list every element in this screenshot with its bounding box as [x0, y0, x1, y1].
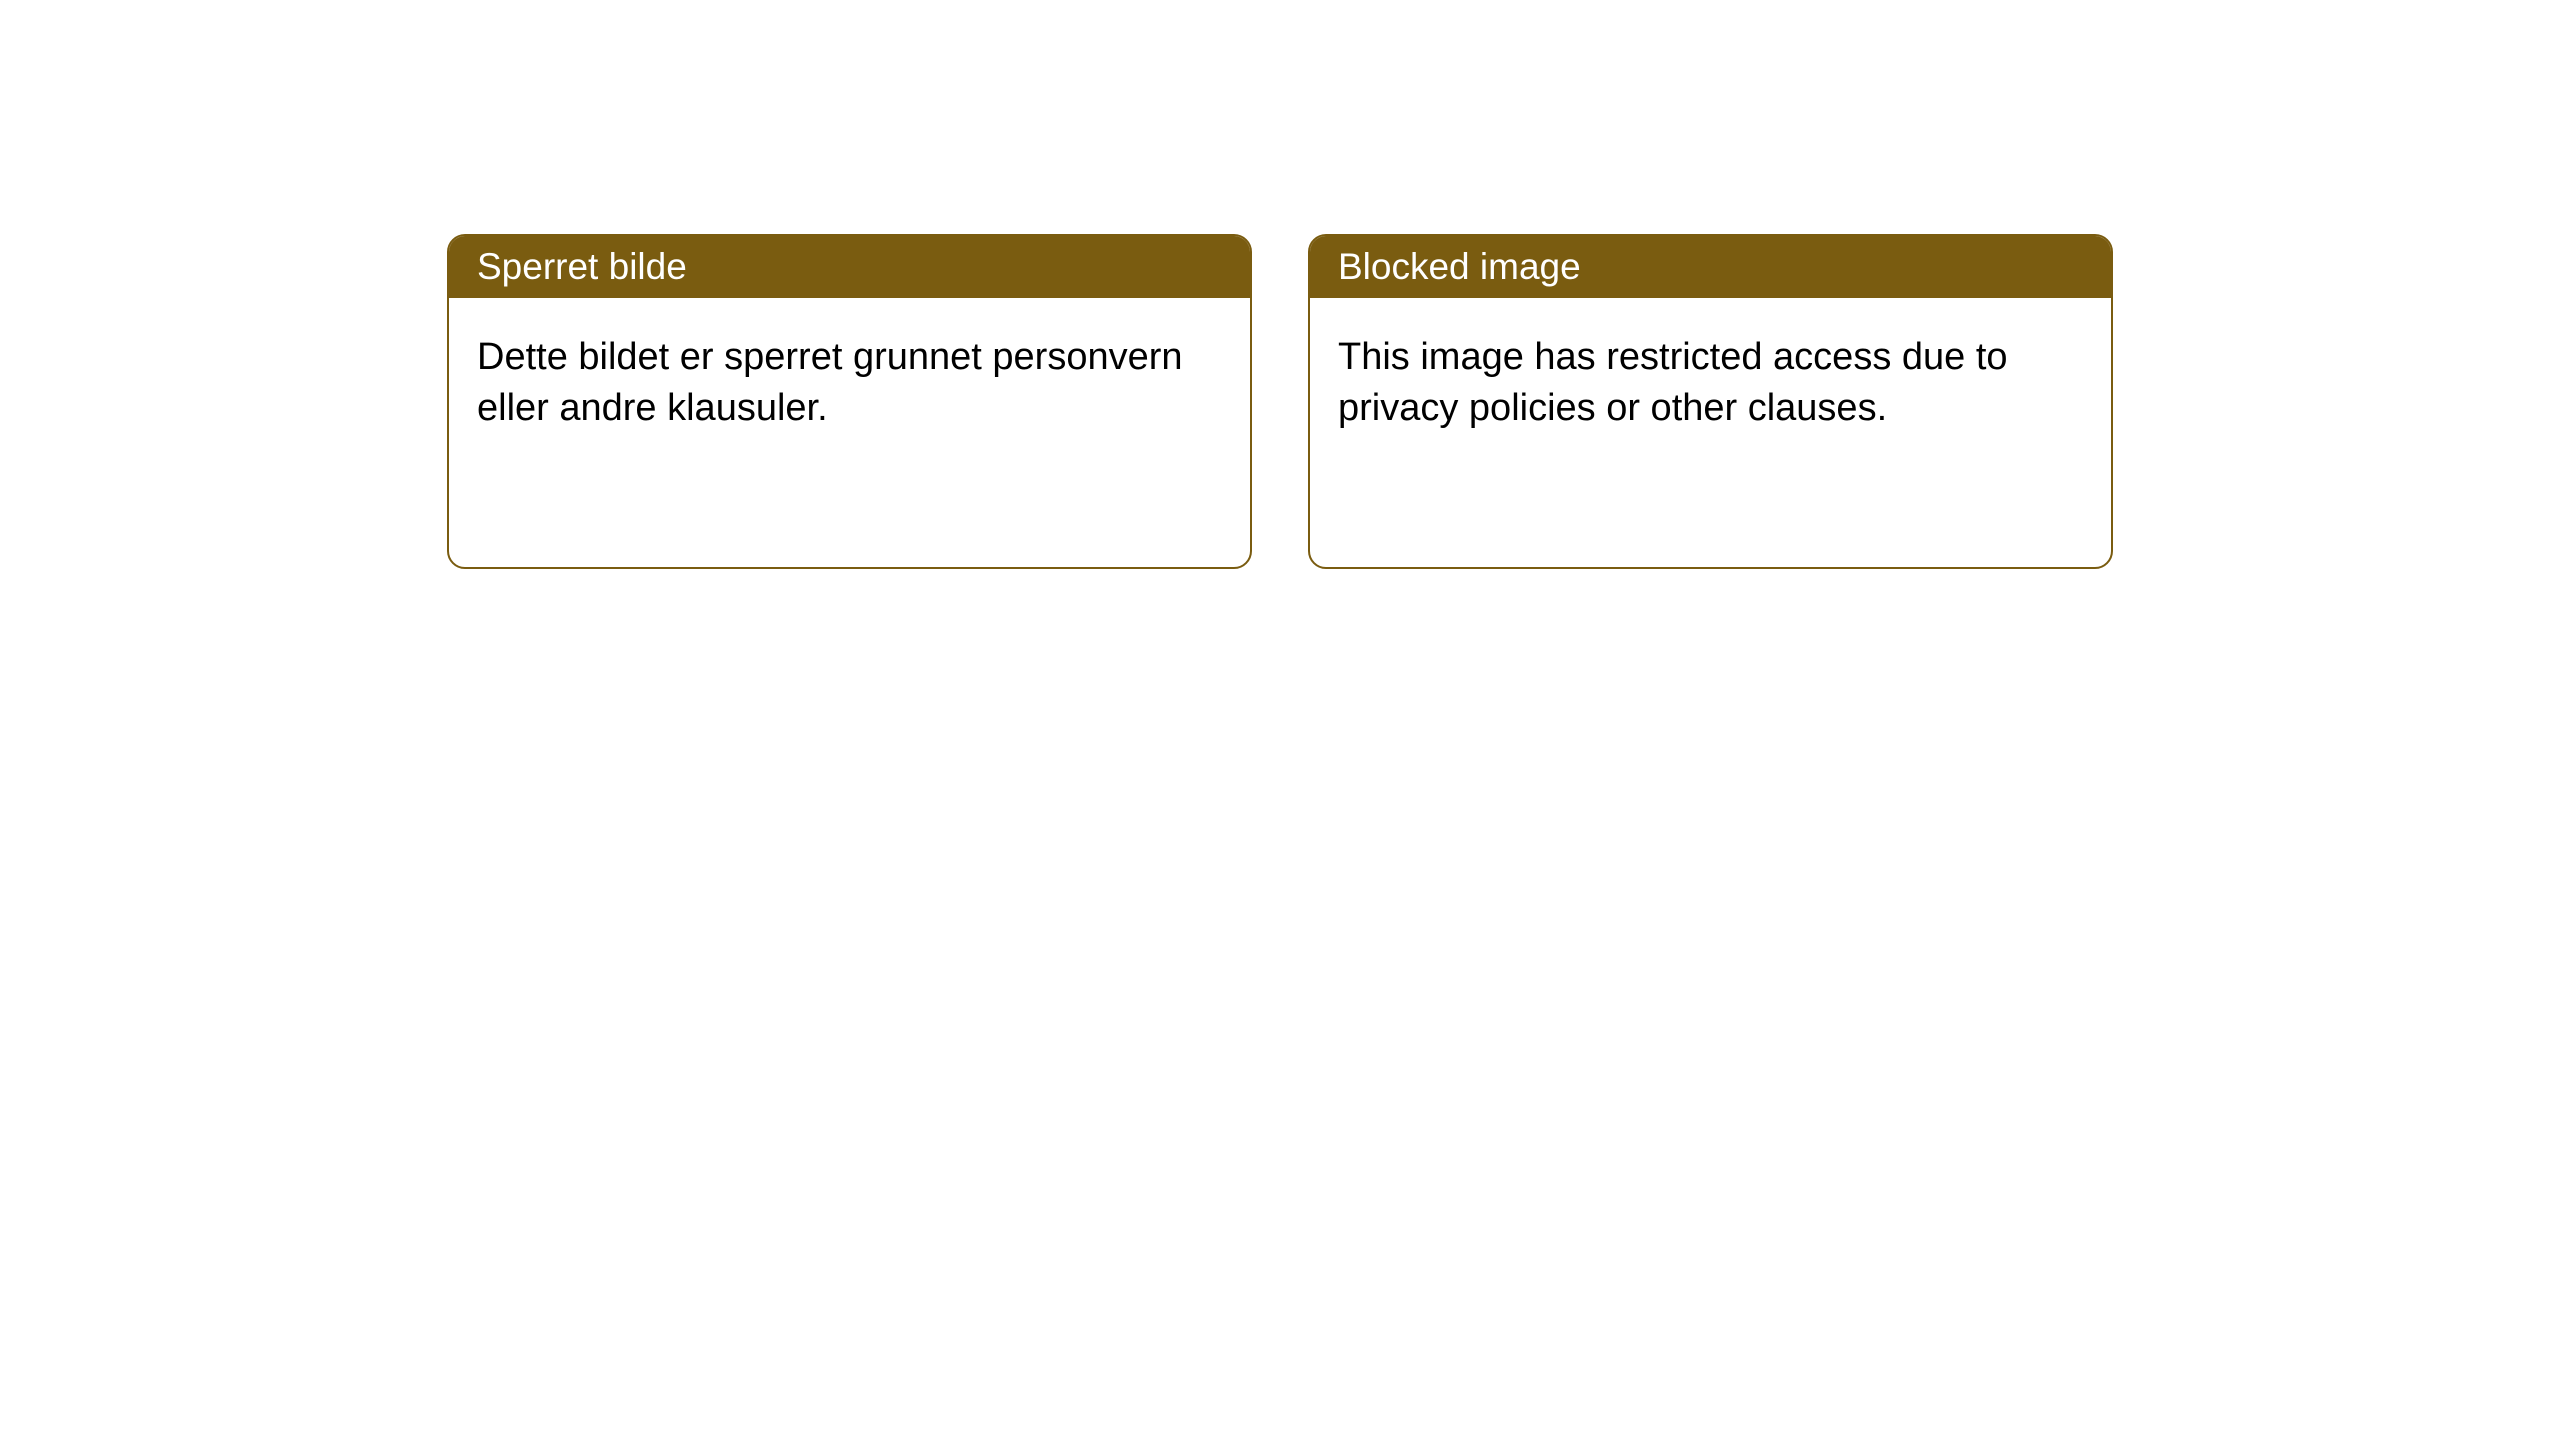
notice-container: Sperret bilde Dette bildet er sperret gr… [0, 0, 2560, 569]
notice-card-norwegian: Sperret bilde Dette bildet er sperret gr… [447, 234, 1252, 569]
notice-body-english: This image has restricted access due to … [1310, 298, 2111, 469]
notice-title-english: Blocked image [1310, 236, 2111, 298]
notice-title-norwegian: Sperret bilde [449, 236, 1250, 298]
notice-card-english: Blocked image This image has restricted … [1308, 234, 2113, 569]
notice-body-norwegian: Dette bildet er sperret grunnet personve… [449, 298, 1250, 469]
